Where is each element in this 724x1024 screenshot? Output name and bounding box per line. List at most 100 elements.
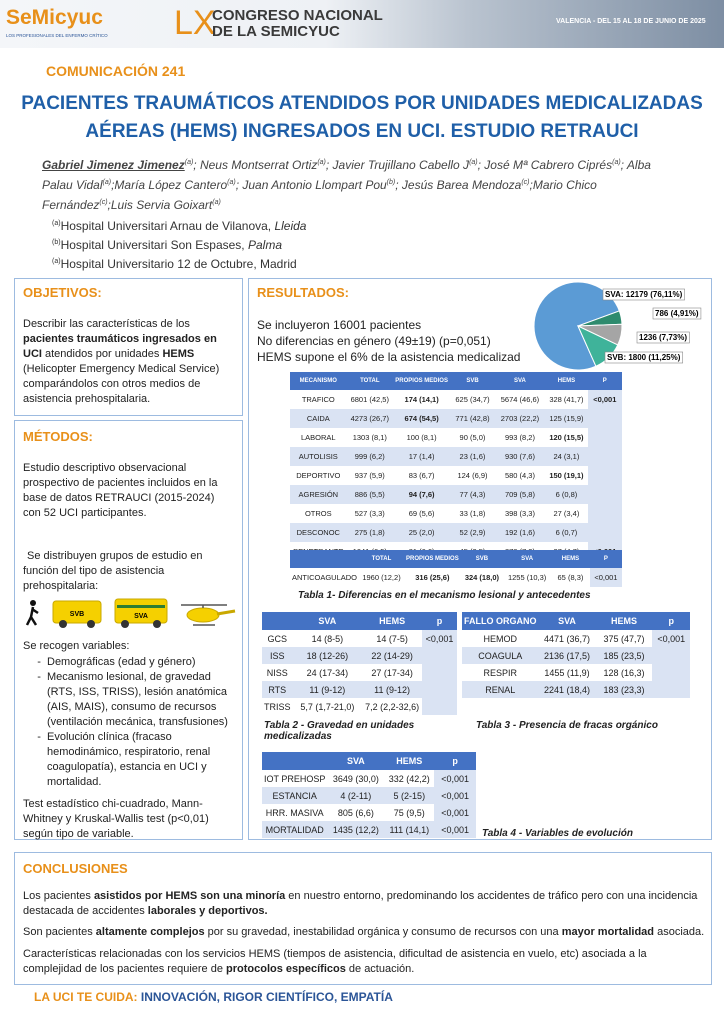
table-cell: 33 (1,8) — [450, 504, 495, 523]
conclusion: Son pacientes altamente complejos por su… — [23, 925, 707, 940]
pie-label-text: 1236 (7,73%) — [639, 333, 687, 342]
table-cell — [422, 681, 457, 698]
methods-box: MÉTODOS: Estudio descriptivo observacion… — [14, 420, 243, 840]
header-cell — [262, 752, 328, 770]
table-row: ESTANCIA 4 (2-11) 5 (2-15) <0,001 — [262, 787, 476, 804]
variable-list: Demográficas (edad y género)Mecanismo le… — [23, 655, 235, 790]
table-cell: RTS — [262, 681, 293, 698]
table-cell: 275 (1,8) — [346, 523, 394, 542]
list-item: Demográficas (edad y género) — [47, 655, 235, 670]
pie-label-text: SVB: 1800 (11,25%) — [607, 353, 681, 362]
text-run: ; José Mª Cabrero Ciprés — [477, 158, 613, 172]
table-cell: 111 (14,1) — [384, 821, 435, 838]
table-cell — [652, 681, 690, 698]
conclusion: Características relacionadas con los ser… — [23, 947, 707, 977]
table-row: NISS 24 (17-34) 27 (17-34) — [262, 664, 457, 681]
header-cell: SVA — [503, 550, 552, 568]
table-cell: 1303 (8,1) — [346, 428, 394, 447]
text-run: Hospital Universitari Son Espases, — [60, 238, 248, 252]
table-cell: 27 (3,4) — [545, 504, 588, 523]
table-row: RESPIR 1455 (11,9) 128 (16,3) — [462, 664, 690, 681]
footer-text: INNOVACIÓN, RIGOR CIENTÍFICO, EMPATÍA — [140, 990, 393, 1004]
table-cell: <0,001 — [434, 770, 476, 787]
logo-subtitle: LOS PROFESIONALES DEL ENFERMO CRÍTICO — [6, 33, 108, 38]
table-cell: 5674 (46,6) — [494, 390, 546, 409]
header-cell: HEMS — [545, 372, 588, 390]
table-row: ISS 18 (12-26) 22 (14-29) — [262, 647, 457, 664]
text-run: de actuación. — [345, 963, 415, 975]
header-cell: PROPIOS MEDIOS — [393, 372, 451, 390]
table-cell — [422, 647, 457, 664]
pie-label-text: SVA: 12179 (76,11%) — [605, 290, 683, 299]
header-cell: SVB — [450, 372, 495, 390]
table-cell: 4 (2-11) — [327, 787, 385, 804]
affiliation: (b)Hospital Universitari Son Espases, Pa… — [52, 236, 306, 255]
table-cell: 674 (54,5) — [393, 409, 451, 428]
table-caption: Tabla 4 - Variables de evolución — [482, 828, 633, 839]
table-cell: OTROS — [290, 504, 347, 523]
table-cell: COAGULA — [462, 647, 539, 664]
table-cell: 324 (18,0) — [460, 568, 504, 587]
text-run: (a) — [317, 159, 326, 166]
table-cell: 125 (15,9) — [545, 409, 588, 428]
table-cell: 17 (1,4) — [393, 447, 451, 466]
text-run: Son pacientes — [23, 926, 96, 938]
conclusions-box: CONCLUSIONES Los pacientes asistidos por… — [14, 852, 712, 985]
header-cell: SVB — [460, 550, 504, 568]
text-run: por su gravedad, inestabilidad orgánica … — [204, 926, 562, 938]
section-heading: RESULTADOS: — [257, 285, 349, 300]
summary-line: HEMS supone el 6% de la asistencia medic… — [257, 350, 521, 364]
section-heading: OBJETIVOS: — [23, 285, 102, 300]
table-cell: HRR. MASIVA — [262, 804, 328, 821]
affiliation: (a)Hospital Universitari Arnau de Vilano… — [52, 217, 306, 236]
text-run: Hospital Universitari Arnau de Vilanova, — [60, 219, 275, 233]
header-row: FALLO ORGANO SVA HEMS p — [462, 612, 690, 630]
table-cell: 192 (1,6) — [494, 523, 546, 542]
table-cell: 23 (1,6) — [450, 447, 495, 466]
table-cell: TRAFICO — [290, 390, 347, 409]
table-row: AGRESIÓN 886 (5,5) 94 (7,6) 77 (4,3) 709 (5,… — [290, 485, 622, 504]
table-cell: 4273 (26,7) — [346, 409, 394, 428]
helicopter-icon — [181, 604, 236, 626]
table-cell: HEMOD — [462, 630, 539, 647]
text-run: altamente complejos — [95, 926, 205, 938]
table-cell: 124 (6,9) — [450, 466, 495, 485]
text-run: Lleida — [274, 219, 307, 233]
table-cell: 77 (4,3) — [450, 485, 495, 504]
table-cell: 27 (17-34) — [362, 664, 423, 681]
text-run: (a) — [102, 179, 112, 186]
conclusion: Los pacientes asistidos por HEMS son una… — [23, 889, 707, 919]
text-run: (a) — [469, 159, 478, 166]
results-summary: Se incluyeron 16001 pacientes No diferen… — [257, 317, 521, 365]
table-cell: 1255 (10,3) — [503, 568, 552, 587]
text-run: ; Javier Trujillano Cabello J — [325, 158, 470, 172]
table-cell: 174 (14,1) — [393, 390, 451, 409]
header-cell: p — [652, 612, 690, 630]
header-cell: MECANISMO — [290, 372, 347, 390]
congress-name: CONGRESO NACIONAL DE LA SEMICYUC — [212, 8, 383, 40]
section-heading: MÉTODOS: — [23, 429, 93, 444]
congress-line: CONGRESO NACIONAL — [212, 7, 383, 24]
title-line: AÉREAS (HEMS) INGRESADOS EN UCI. ESTUDIO… — [85, 121, 639, 142]
icon-label: SVA — [134, 613, 148, 620]
table-cell — [587, 447, 622, 466]
table-row: TRAFICO 6801 (42,5) 174 (14,1) 625 (34,7) 56… — [290, 390, 622, 409]
table-cell: 398 (3,3) — [494, 504, 546, 523]
text-run: (a) — [52, 220, 61, 227]
icon-label: SVB — [70, 611, 84, 618]
table-cell: 22 (14-29) — [362, 647, 423, 664]
ambulance-icon — [52, 600, 102, 628]
text-run: mayor mortalidad — [561, 926, 655, 938]
table-cell — [587, 504, 622, 523]
text-run: protocolos específicos — [226, 963, 346, 975]
paragraph: Se recogen variables: — [23, 640, 130, 652]
text-run: (a) — [184, 159, 194, 166]
text-run: ; Juan Antonio Llompart Pou — [235, 178, 387, 192]
table-cell: GCS — [262, 630, 293, 647]
table-cell: 7,2 (2,2-32,6) — [362, 698, 423, 715]
title-line: PACIENTES TRAUMÁTICOS ATENDIDOS POR UNID… — [21, 93, 703, 114]
pie-label-text: 786 (4,91%) — [655, 309, 699, 318]
text-run: ;María López Cantero — [111, 178, 228, 192]
text-run: pacientes traumáticos ingresados en UCI — [23, 333, 217, 360]
